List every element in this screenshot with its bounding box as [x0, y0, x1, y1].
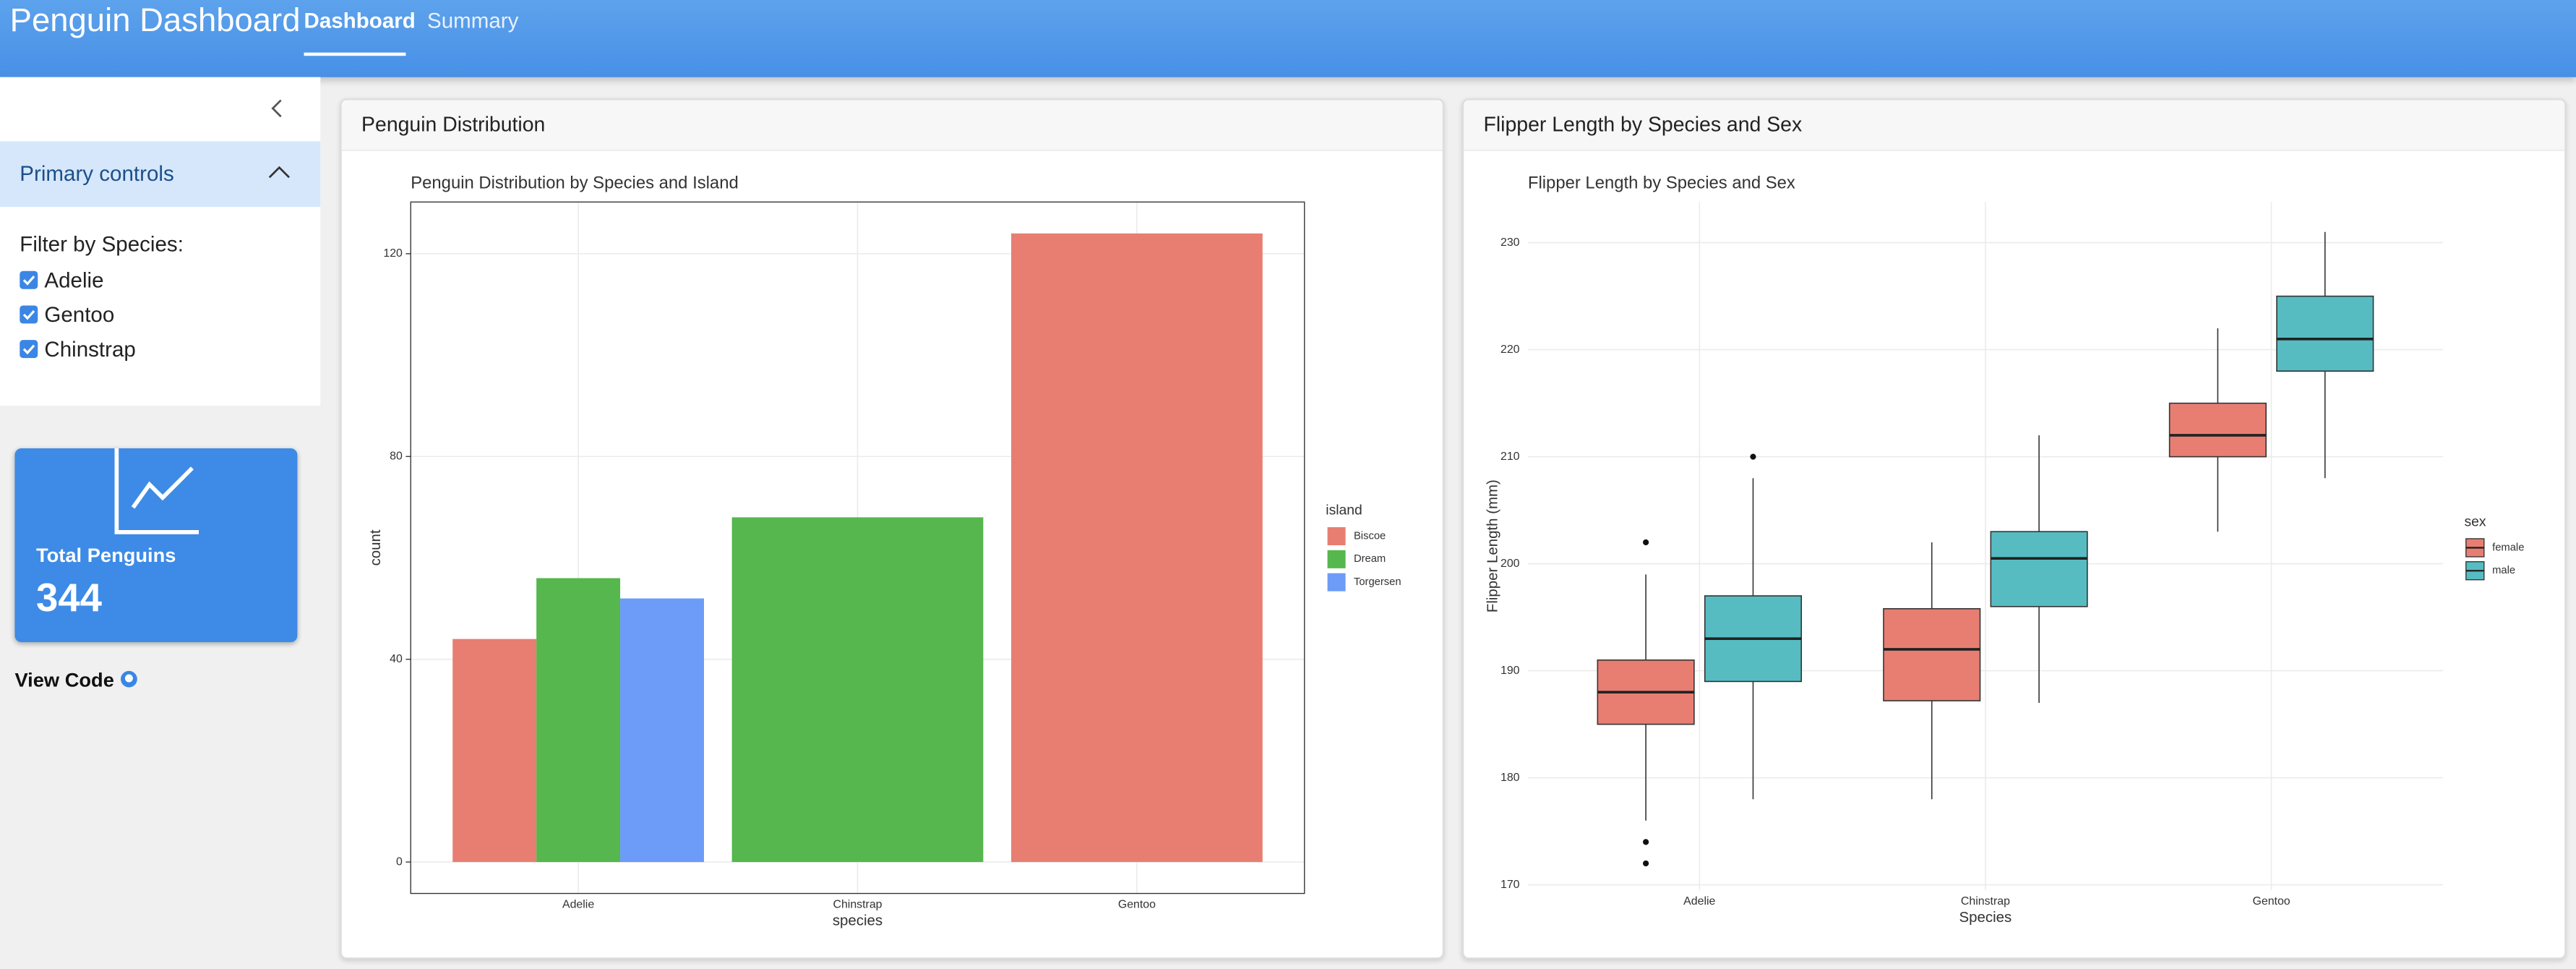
chart-icon — [114, 448, 199, 534]
value-box-title: Total Penguins — [36, 543, 176, 567]
sidebar-panel: Primary controls Filter by Species: Adel… — [0, 77, 321, 406]
filter-label: Filter by Species: — [20, 231, 184, 257]
sidebar: Primary controls Filter by Species: Adel… — [0, 77, 321, 969]
value-box: Total Penguins 344 — [14, 448, 298, 643]
card-header: Penguin Distribution — [341, 100, 1443, 151]
checkbox-label: Adelie — [44, 268, 104, 293]
accordion-header[interactable]: Primary controls — [0, 141, 321, 208]
brand: Penguin Dashboard — [9, 3, 301, 40]
card-header: Flipper Length by Species and Sex — [1464, 100, 2565, 151]
nav-item[interactable]: Dashboard — [304, 8, 416, 33]
accordion-icon — [268, 166, 291, 179]
checkbox[interactable] — [20, 340, 38, 359]
value-box-value: 344 — [36, 576, 103, 621]
collapse-button[interactable] — [267, 97, 287, 120]
card: Flipper Length by Species and Sex — [1461, 98, 2567, 960]
checkbox[interactable] — [20, 270, 38, 289]
nav-item[interactable]: Summary — [426, 8, 519, 33]
section-title: Primary controls — [20, 161, 174, 186]
nav-underline — [304, 52, 406, 56]
checkbox-label: Gentoo — [44, 302, 115, 327]
header: Penguin Dashboard Dashboard Summary — [0, 0, 2576, 77]
card: Penguin Distribution — [340, 98, 1444, 960]
checkbox[interactable] — [20, 305, 38, 324]
code-link[interactable]: View Code — [14, 668, 137, 691]
github-icon — [120, 670, 137, 688]
checkbox-label: Chinstrap — [44, 336, 136, 362]
link-text: View Code — [14, 668, 114, 692]
